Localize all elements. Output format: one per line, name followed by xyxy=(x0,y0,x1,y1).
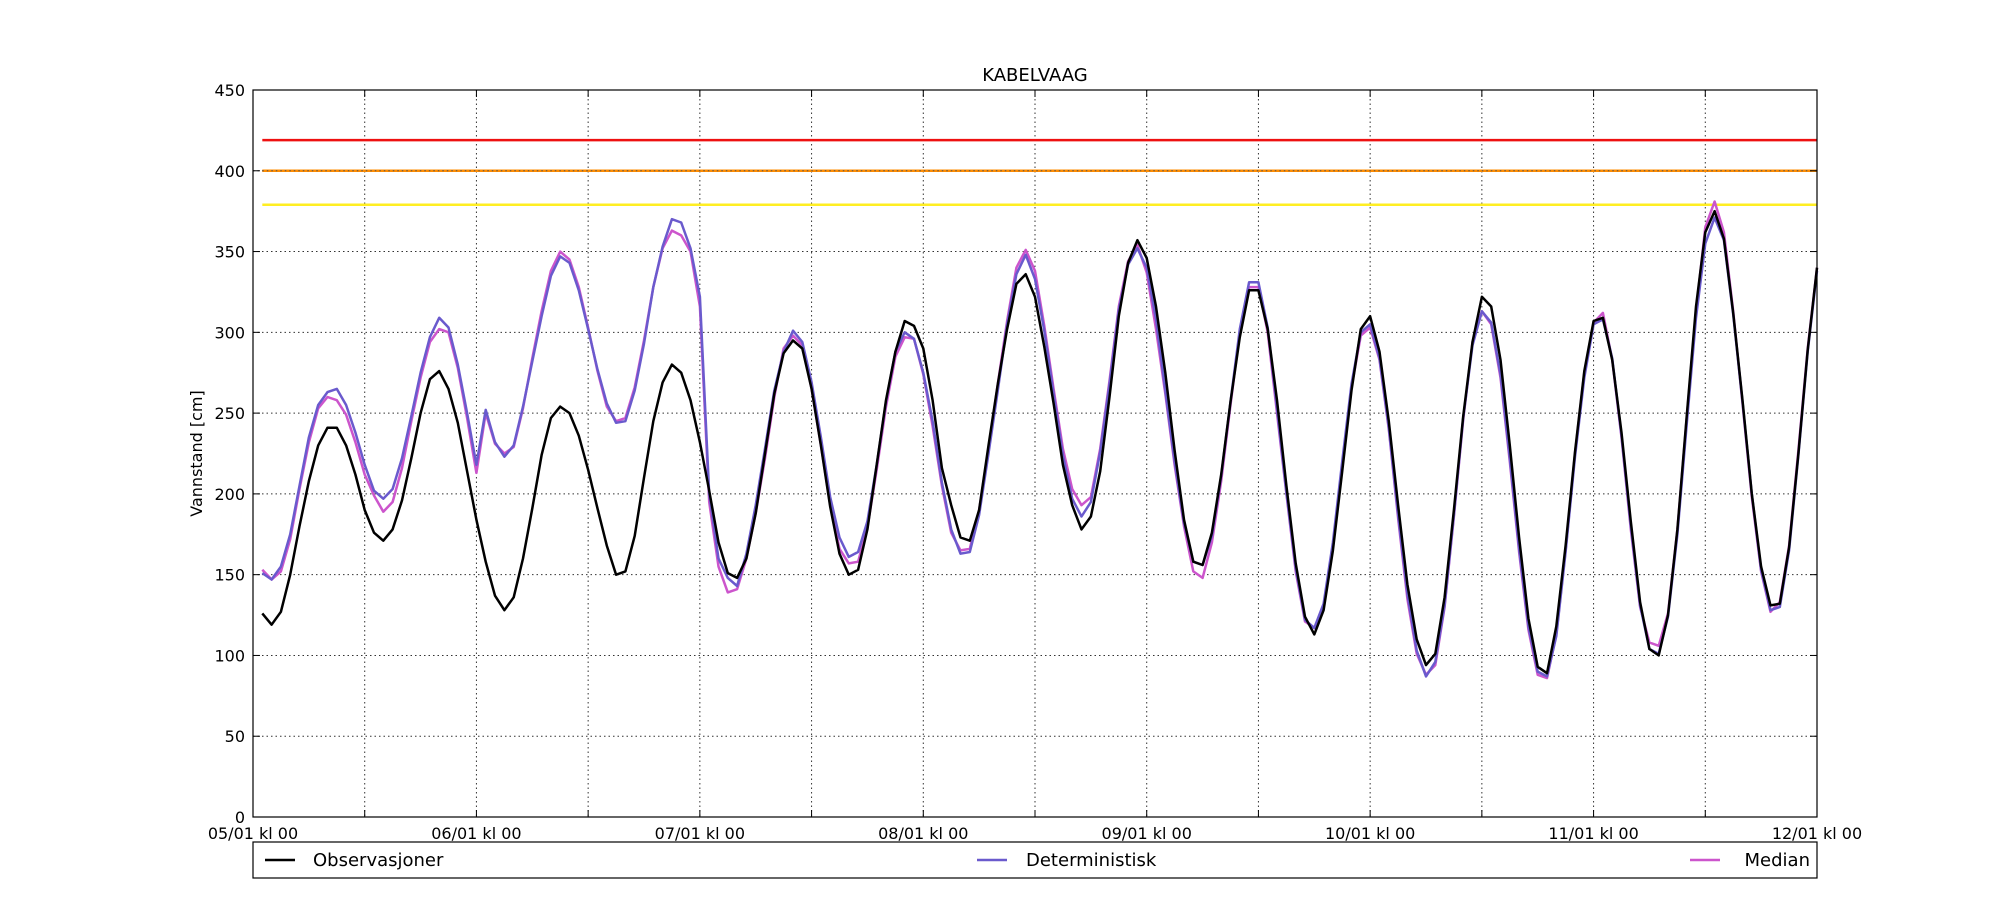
legend-box xyxy=(252,841,1818,879)
y-tick-label: 0 xyxy=(235,808,245,827)
legend-label-deterministisk: Deterministisk xyxy=(1026,850,1157,871)
y-tick-label: 400 xyxy=(214,162,245,181)
y-tick-label: 250 xyxy=(214,404,245,423)
legend-label-observasjoner: Observasjoner xyxy=(313,850,444,871)
y-tick-label: 300 xyxy=(214,323,245,342)
x-tick-label: 06/01 kl 00 xyxy=(431,824,521,843)
threshold-layer xyxy=(262,138,1817,206)
y-tick-label: 100 xyxy=(214,646,245,665)
series-line-observasjoner xyxy=(261,209,1819,675)
x-tick-label: 12/01 kl 00 xyxy=(1772,824,1862,843)
x-tick-label: 05/01 kl 00 xyxy=(208,824,298,843)
x-tick-label: 09/01 kl 00 xyxy=(1102,824,1192,843)
chart-title: KABELVAAG xyxy=(982,65,1088,86)
y-tick-label: 350 xyxy=(214,243,245,262)
y-axis-label: Vannstand [cm] xyxy=(187,390,206,516)
y-tick-label: 150 xyxy=(214,566,245,585)
tick-layer: 0 50 100 150 200 250 300 350 400 450 05/01 kl 00 06… xyxy=(208,81,1862,843)
y-tick-label: 450 xyxy=(214,81,245,100)
legend-label-median: Median xyxy=(1745,850,1810,871)
x-tick-label: 08/01 kl 00 xyxy=(878,824,968,843)
x-tick-label: 10/01 kl 00 xyxy=(1325,824,1415,843)
series-layer xyxy=(261,200,1819,680)
legend: Observasjoner Deterministisk Median xyxy=(252,841,1818,879)
x-tick-label: 07/01 kl 00 xyxy=(655,824,745,843)
y-tick-label: 200 xyxy=(214,485,245,504)
y-tick-label: 50 xyxy=(225,727,245,746)
x-tick-label: 11/01 kl 00 xyxy=(1548,824,1638,843)
